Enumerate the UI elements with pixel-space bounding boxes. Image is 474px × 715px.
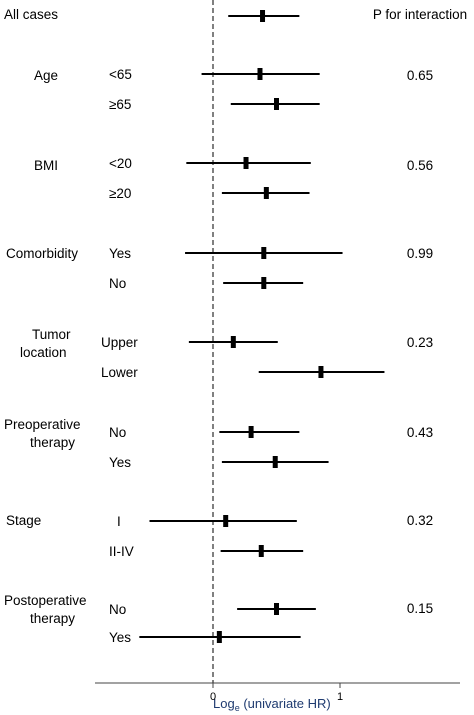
point-estimate — [274, 98, 279, 110]
subgroup-label: No — [109, 602, 126, 617]
subgroup-label: II-IV — [109, 544, 134, 559]
subgroup-label: Upper — [101, 335, 138, 350]
group-label: Preoperative therapy — [4, 417, 81, 450]
subgroup-label: Yes — [109, 455, 131, 470]
point-estimate — [274, 603, 279, 615]
group-label: Comorbidity — [6, 246, 78, 261]
subgroup-label: <20 — [109, 156, 132, 171]
subgroup-label: <65 — [109, 67, 132, 82]
point-estimate — [263, 187, 269, 199]
p-value-label: 0.43 — [407, 425, 433, 440]
point-estimate — [260, 10, 266, 22]
subgroup-label: Lower — [101, 365, 138, 380]
point-estimate — [216, 631, 222, 643]
x-tick-label: 1 — [337, 691, 343, 703]
point-estimate — [272, 456, 278, 468]
p-value-label: 0.32 — [407, 513, 433, 528]
p-value-label: 0.15 — [407, 601, 433, 616]
subgroup-label: No — [109, 276, 126, 291]
subgroup-label: Yes — [109, 630, 131, 645]
p-value-label: 0.99 — [407, 246, 433, 261]
subgroup-label: No — [109, 425, 126, 440]
point-estimate — [257, 68, 263, 80]
p-value-label: 0.56 — [407, 158, 433, 173]
point-estimate — [243, 157, 249, 169]
group-label: All cases — [4, 7, 58, 22]
p-value-label: 0.23 — [407, 335, 433, 350]
group-label: Stage — [6, 513, 41, 528]
p-value-label: 0.65 — [407, 68, 433, 83]
x-tick-label: 0 — [210, 691, 216, 703]
point-estimate — [261, 277, 267, 289]
subgroup-label: ≥20 — [109, 186, 131, 201]
point-estimate — [318, 366, 324, 378]
group-label: BMI — [34, 158, 58, 173]
group-label: Postoperative therapy — [4, 593, 87, 626]
group-label: Tumor location — [20, 327, 71, 360]
group-label: Age — [34, 68, 58, 83]
subgroup-label: ≥65 — [109, 97, 131, 112]
point-estimate — [230, 336, 236, 348]
point-estimate — [248, 426, 254, 438]
point-estimate — [258, 545, 264, 557]
x-axis-label: Loge (univariate HR) — [213, 696, 331, 713]
point-estimate — [223, 515, 229, 527]
subgroup-label: Yes — [109, 246, 131, 261]
point-estimate — [261, 247, 267, 259]
p-interaction-header: P for interaction — [373, 7, 467, 22]
subgroup-label: I — [117, 514, 121, 529]
